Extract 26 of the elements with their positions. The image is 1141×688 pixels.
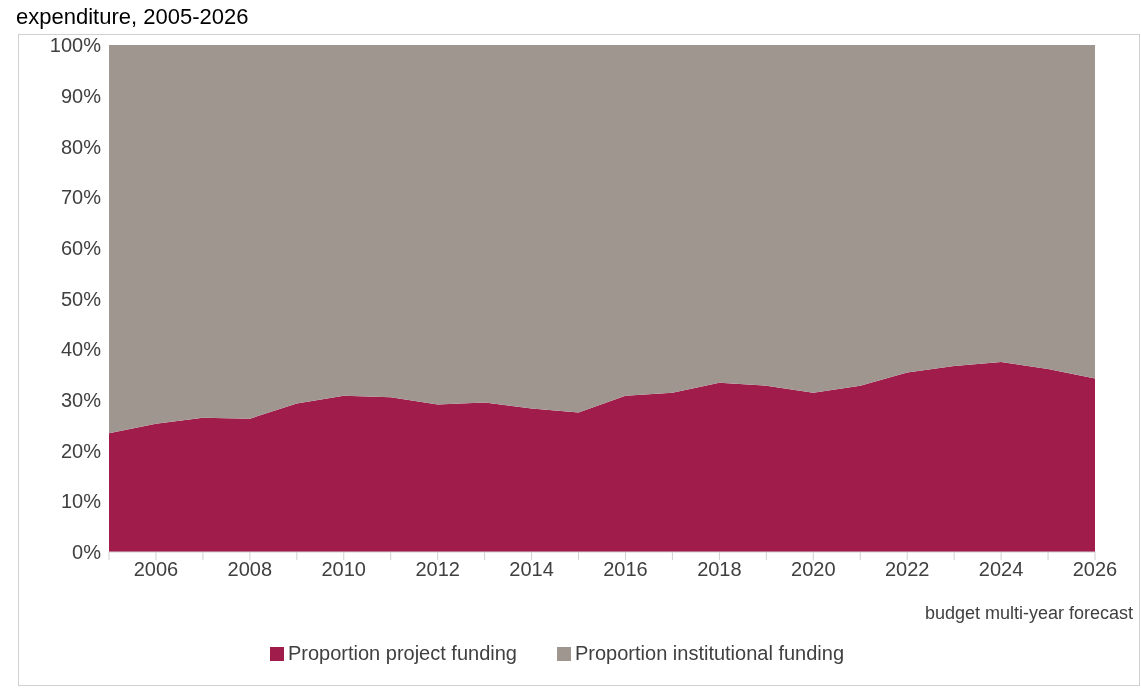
x-tick-label: 2010 <box>321 558 367 581</box>
y-tick-label: 90% <box>60 84 102 107</box>
x-tick-label: 2012 <box>415 558 460 581</box>
legend-label: Proportion project funding <box>287 642 517 665</box>
x-tick-label: 2006 <box>133 558 179 581</box>
y-tick-label: 50% <box>60 287 102 310</box>
y-tick-label: 40% <box>60 338 102 361</box>
chart-title: expenditure, 2005-2026 <box>16 4 249 30</box>
y-tick-label: 0% <box>72 541 102 564</box>
y-tick-label: 30% <box>60 389 102 411</box>
x-tick-label: 2020 <box>791 558 836 581</box>
x-tick-label: 2008 <box>227 558 273 581</box>
legend-label: Proportion institutional funding <box>574 642 845 665</box>
x-tick-label: 2024 <box>978 558 1024 581</box>
y-tick-label: 70% <box>60 186 102 209</box>
y-tick-label: 60% <box>60 236 102 259</box>
x-tick-label: 2022 <box>884 558 930 581</box>
y-tick-label: 80% <box>60 135 102 158</box>
y-tick-label: 20% <box>60 439 102 462</box>
y-tick-label: 100% <box>49 34 102 57</box>
x-tick-label: 2018 <box>697 558 742 581</box>
x-tick-label: 2026 <box>1072 558 1118 581</box>
x-tick-label: 2016 <box>603 558 648 581</box>
text: budget multi-year forecast <box>924 603 1133 624</box>
x-tick-label: 2014 <box>509 558 554 581</box>
y-tick-label: 10% <box>60 490 102 513</box>
